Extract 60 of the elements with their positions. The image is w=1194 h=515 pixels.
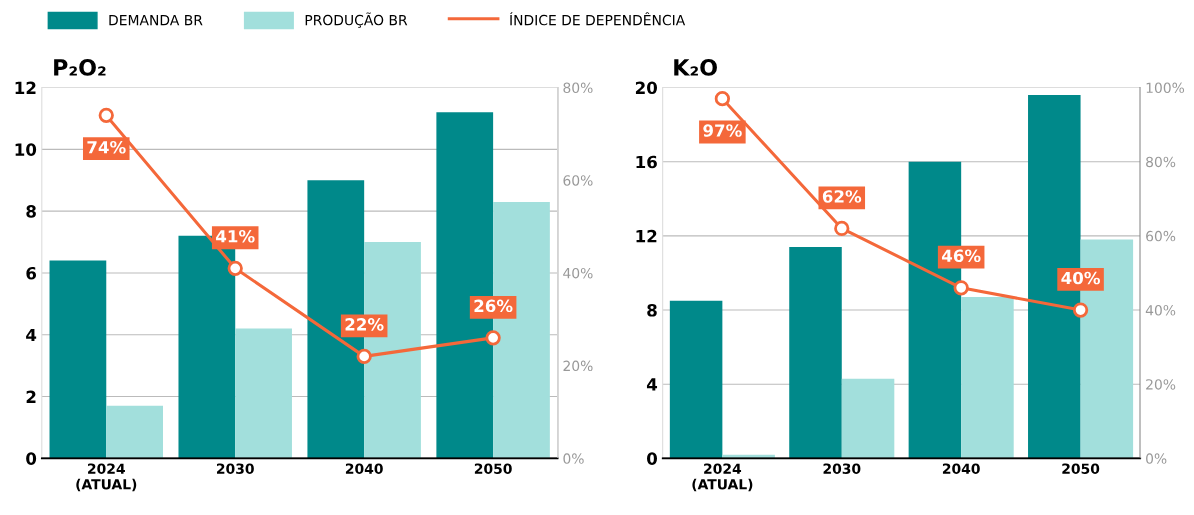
y-tick-label: 8 bbox=[26, 205, 36, 218]
point bbox=[953, 280, 969, 296]
point bbox=[356, 348, 372, 365]
point bbox=[485, 330, 501, 346]
legend-label: DEMANDA BR bbox=[109, 15, 203, 26]
y2-tick-label: 100% bbox=[1146, 82, 1185, 94]
y2-tick-label: 80% bbox=[563, 82, 593, 94]
y-tick-label: 10 bbox=[15, 143, 37, 156]
y-tick-label: 12 bbox=[15, 81, 36, 94]
data-label: 46% bbox=[941, 249, 981, 263]
x-tick-label: 2030 bbox=[216, 463, 254, 474]
y-tick-label: 20 bbox=[635, 81, 658, 95]
y2-tick-label: 80% bbox=[1146, 156, 1176, 168]
point bbox=[834, 220, 850, 237]
y2-tick-label: 40% bbox=[1145, 305, 1176, 316]
y-tick-label: 2 bbox=[26, 390, 36, 403]
legend-label: ÍNDICE DE DEPENDÊNCIA bbox=[510, 12, 686, 26]
legend-label: PRODUÇÃO BR bbox=[305, 12, 408, 28]
y2-tick-label: 0% bbox=[563, 453, 584, 464]
x-tick-label: 2050 bbox=[474, 463, 512, 474]
y2-tick-label: 20% bbox=[563, 360, 593, 372]
data-label: 41% bbox=[216, 229, 255, 243]
bar bbox=[49, 260, 107, 459]
y2-tick-label: 60% bbox=[1146, 230, 1176, 242]
data-label: 74% bbox=[87, 140, 126, 154]
chart-title: K₂O bbox=[674, 59, 717, 76]
x-tick-label: 2030 bbox=[823, 463, 861, 474]
x-tick-label: 2024 (ATUAL) bbox=[692, 463, 753, 492]
bar bbox=[669, 300, 723, 459]
bar bbox=[961, 297, 1014, 459]
bar bbox=[841, 378, 895, 459]
y2-tick-label: 60% bbox=[563, 175, 593, 186]
bar bbox=[235, 328, 292, 459]
y2-tick-label: 40% bbox=[563, 267, 593, 279]
x-tick-label: 2024 (ATUAL) bbox=[76, 463, 137, 492]
data-label: 22% bbox=[345, 318, 384, 331]
y-tick-label: 6 bbox=[26, 266, 37, 280]
chart-title: P₂O₂ bbox=[54, 59, 106, 76]
bar bbox=[106, 405, 163, 459]
y2-tick-label: 20% bbox=[1146, 379, 1176, 390]
y-tick-label: 0 bbox=[26, 452, 37, 465]
y2-tick-label: 0% bbox=[1146, 453, 1167, 464]
data-label: 97% bbox=[703, 124, 742, 137]
point bbox=[1072, 302, 1089, 318]
y-tick-label: 0 bbox=[647, 452, 658, 465]
x-tick-label: 2040 bbox=[345, 463, 383, 474]
y-tick-label: 12 bbox=[636, 229, 657, 243]
bar bbox=[789, 246, 842, 459]
data-label: 62% bbox=[822, 190, 862, 203]
y-tick-label: 4 bbox=[646, 378, 658, 391]
point bbox=[714, 91, 731, 107]
y-tick-label: 8 bbox=[647, 303, 657, 317]
y-tick-label: 4 bbox=[26, 328, 37, 342]
data-label: 40% bbox=[1061, 271, 1100, 285]
x-tick-label: 2050 bbox=[1062, 463, 1100, 474]
point bbox=[98, 107, 114, 123]
point bbox=[227, 260, 243, 276]
data-label: 26% bbox=[474, 299, 513, 313]
x-tick-label: 2040 bbox=[942, 463, 980, 474]
y-tick-label: 16 bbox=[636, 155, 657, 169]
